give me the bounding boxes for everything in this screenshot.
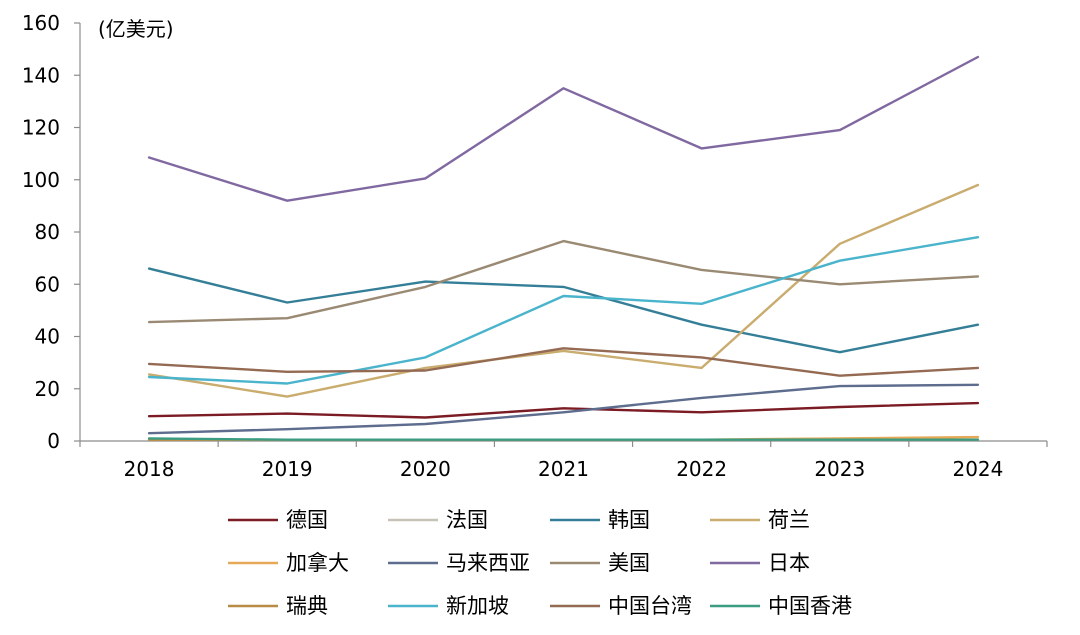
x-tick-label: 2023 (814, 457, 865, 481)
y-tick-label: 0 (47, 429, 60, 453)
y-tick-label: 80 (35, 220, 60, 244)
legend-label: 荷兰 (768, 508, 810, 532)
y-axis-unit-label: (亿美元) (98, 17, 174, 41)
legend-label: 法国 (446, 508, 488, 532)
y-tick-label: 140 (22, 63, 60, 87)
legend-label: 日本 (768, 551, 810, 575)
y-tick-label: 20 (35, 377, 60, 401)
legend-label: 加拿大 (286, 551, 349, 575)
legend-label: 德国 (286, 508, 328, 532)
legend-item: 法国 (388, 508, 488, 532)
series-line-1 (147, 401, 980, 419)
legend-item: 韩国 (550, 508, 650, 532)
legend-label: 新加坡 (446, 594, 509, 618)
legend-item: 瑞典 (228, 594, 328, 618)
series-line-12 (147, 437, 980, 441)
legend-item: 中国台湾 (550, 594, 692, 618)
y-tick-label: 160 (22, 11, 60, 35)
legend-item: 中国香港 (710, 594, 852, 618)
legend-item: 美国 (550, 551, 650, 575)
series-line-7 (147, 239, 980, 324)
series-lines (147, 55, 980, 441)
legend-item: 日本 (710, 551, 810, 575)
x-tick-label: 2018 (124, 457, 175, 481)
series-line-6 (147, 383, 980, 435)
legend-label: 中国香港 (768, 594, 852, 618)
legend-label: 马来西亚 (446, 551, 530, 575)
legend-item: 马来西亚 (388, 551, 530, 575)
legend-label: 中国台湾 (608, 594, 692, 618)
x-tick-label: 2021 (538, 457, 589, 481)
legend-label: 美国 (608, 551, 650, 575)
x-tick-label: 2022 (676, 457, 727, 481)
series-line-8 (147, 55, 980, 202)
series-line-4 (147, 183, 980, 398)
legend-item: 德国 (228, 508, 328, 532)
series-line-10 (147, 235, 980, 385)
legend-item: 加拿大 (228, 551, 349, 575)
y-tick-label: 60 (35, 272, 60, 296)
y-tick-label: 40 (35, 325, 60, 349)
legend-label: 韩国 (608, 508, 650, 532)
y-tick-label: 120 (22, 116, 60, 140)
y-tick-label: 100 (22, 168, 60, 192)
series-line-11 (147, 347, 980, 377)
x-tick-label: 2024 (952, 457, 1003, 481)
axes: 0 20 40 60 80 100 120 140 160 2018 2019 2020 2021 202… (22, 11, 1048, 481)
legend-label: 瑞典 (286, 594, 328, 618)
x-tick-label: 2019 (262, 457, 313, 481)
series-line-3 (147, 267, 980, 354)
legend-item: 荷兰 (710, 508, 810, 532)
legend-item: 新加坡 (388, 594, 509, 618)
x-tick-label: 2020 (400, 457, 451, 481)
